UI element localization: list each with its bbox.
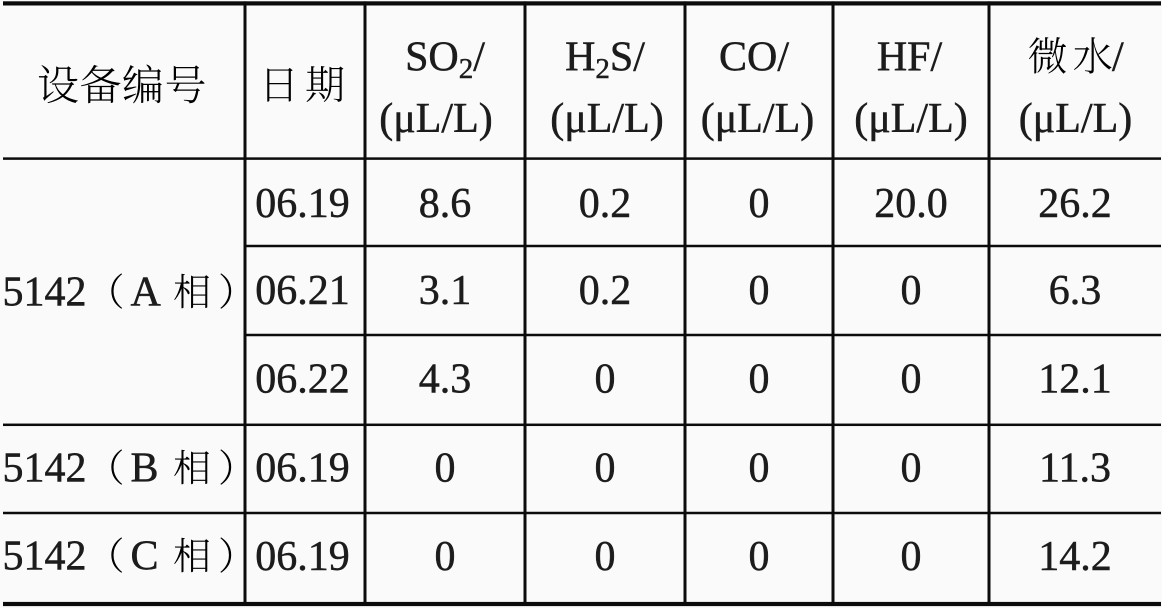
svg-text:20.0: 20.0 — [874, 181, 948, 227]
svg-text:26.2: 26.2 — [1038, 181, 1112, 227]
svg-text:/: / — [1112, 35, 1124, 81]
svg-text:5142: 5142 — [3, 270, 87, 316]
svg-text:CO/: CO/ — [719, 35, 789, 81]
svg-text:0.2: 0.2 — [579, 181, 632, 227]
svg-text:H2S/: H2S/ — [565, 35, 645, 86]
svg-text:14.2: 14.2 — [1038, 534, 1112, 580]
svg-text:0: 0 — [595, 446, 616, 492]
svg-text:06.19: 06.19 — [255, 181, 350, 227]
svg-text:6.3: 6.3 — [1049, 268, 1102, 314]
svg-text:(μL/L): (μL/L) — [854, 96, 967, 142]
svg-text:4.3: 4.3 — [419, 357, 472, 403]
svg-text:5142: 5142 — [3, 534, 87, 580]
svg-text:11.3: 11.3 — [1039, 446, 1111, 492]
svg-text:(μL/L): (μL/L) — [1019, 96, 1132, 142]
svg-text:0.2: 0.2 — [579, 268, 632, 314]
svg-text:0: 0 — [435, 446, 456, 492]
svg-text:B: B — [131, 446, 159, 492]
svg-text:A: A — [131, 270, 162, 316]
svg-text:06.21: 06.21 — [255, 268, 350, 314]
svg-text:C: C — [131, 534, 159, 580]
svg-text:06.22: 06.22 — [255, 357, 350, 403]
svg-text:0: 0 — [435, 534, 456, 580]
svg-text:HF/: HF/ — [877, 35, 943, 81]
svg-text:0: 0 — [749, 268, 770, 314]
svg-text:0: 0 — [749, 446, 770, 492]
svg-text:0: 0 — [749, 357, 770, 403]
svg-text:0: 0 — [901, 357, 922, 403]
svg-text:0: 0 — [749, 534, 770, 580]
svg-text:0: 0 — [901, 446, 922, 492]
svg-text:0: 0 — [595, 534, 616, 580]
svg-text:12.1: 12.1 — [1038, 357, 1112, 403]
svg-text:0: 0 — [595, 357, 616, 403]
svg-text:06.19: 06.19 — [255, 534, 350, 580]
svg-text:3.1: 3.1 — [419, 268, 472, 314]
svg-text:0: 0 — [749, 181, 770, 227]
svg-text:(μL/L): (μL/L) — [379, 96, 492, 142]
svg-text:SO2/: SO2/ — [405, 35, 485, 86]
svg-text:06.19: 06.19 — [255, 446, 350, 492]
svg-text:5142: 5142 — [3, 446, 87, 492]
svg-text:8.6: 8.6 — [419, 181, 472, 227]
svg-text:0: 0 — [901, 268, 922, 314]
svg-text:(μL/L): (μL/L) — [701, 96, 814, 142]
svg-text:(μL/L): (μL/L) — [550, 96, 663, 142]
svg-text:0: 0 — [901, 534, 922, 580]
